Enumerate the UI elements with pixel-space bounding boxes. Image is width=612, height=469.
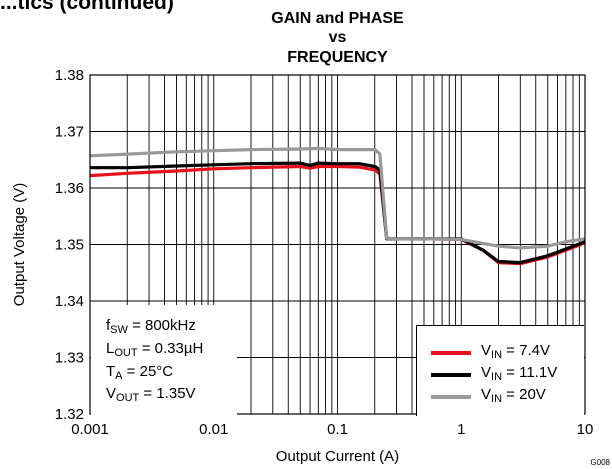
y-axis-label: Output Voltage (V)	[11, 183, 28, 306]
chart-title-line-1: GAIN and PHASE	[271, 10, 404, 27]
x-tick-label: 0.01	[199, 421, 228, 438]
legend-swatch-vin-7-4	[431, 351, 471, 355]
x-axis-label: Output Current (A)	[276, 448, 399, 465]
y-tick-label: 1.32	[55, 406, 84, 423]
y-tick-label: 1.38	[55, 67, 84, 84]
test-conditions-box: fSW = 800kHz LOUT = 0.33µH TA = 25°C VOU…	[91, 305, 237, 415]
y-tick-label: 1.35	[55, 237, 84, 254]
legend-swatch-vin-11-1	[431, 373, 471, 377]
x-tick-label: 1	[457, 421, 465, 438]
legend-swatch-vin-20	[431, 395, 471, 399]
condition-output-voltage: VOUT = 1.35V	[106, 385, 196, 404]
x-tick-label: 10	[577, 421, 594, 438]
condition-switching-frequency: fSW = 800kHz	[106, 317, 196, 336]
chart-title-line-2: vs	[328, 29, 347, 46]
x-tick-label: 0.1	[327, 421, 348, 438]
y-tick-label: 1.34	[55, 293, 84, 310]
x-tick-label: 0.001	[71, 421, 109, 438]
figure-id: G008	[590, 458, 610, 467]
condition-output-inductance: LOUT = 0.33µH	[106, 340, 204, 359]
legend: VIN = 7.4V VIN = 11.1V VIN = 20V	[416, 325, 584, 416]
page-heading: ...tics (continued)	[0, 0, 174, 14]
series-line-2	[89, 146, 586, 250]
series-line-1	[90, 161, 586, 265]
y-tick-label: 1.37	[55, 124, 84, 141]
y-tick-label: 1.36	[55, 180, 84, 197]
y-tick-label: 1.33	[55, 350, 84, 367]
plot-frame	[89, 74, 586, 415]
condition-ambient-temperature: TA = 25°C	[106, 363, 174, 382]
chart-title-line-3: FREQUENCY	[287, 49, 388, 66]
